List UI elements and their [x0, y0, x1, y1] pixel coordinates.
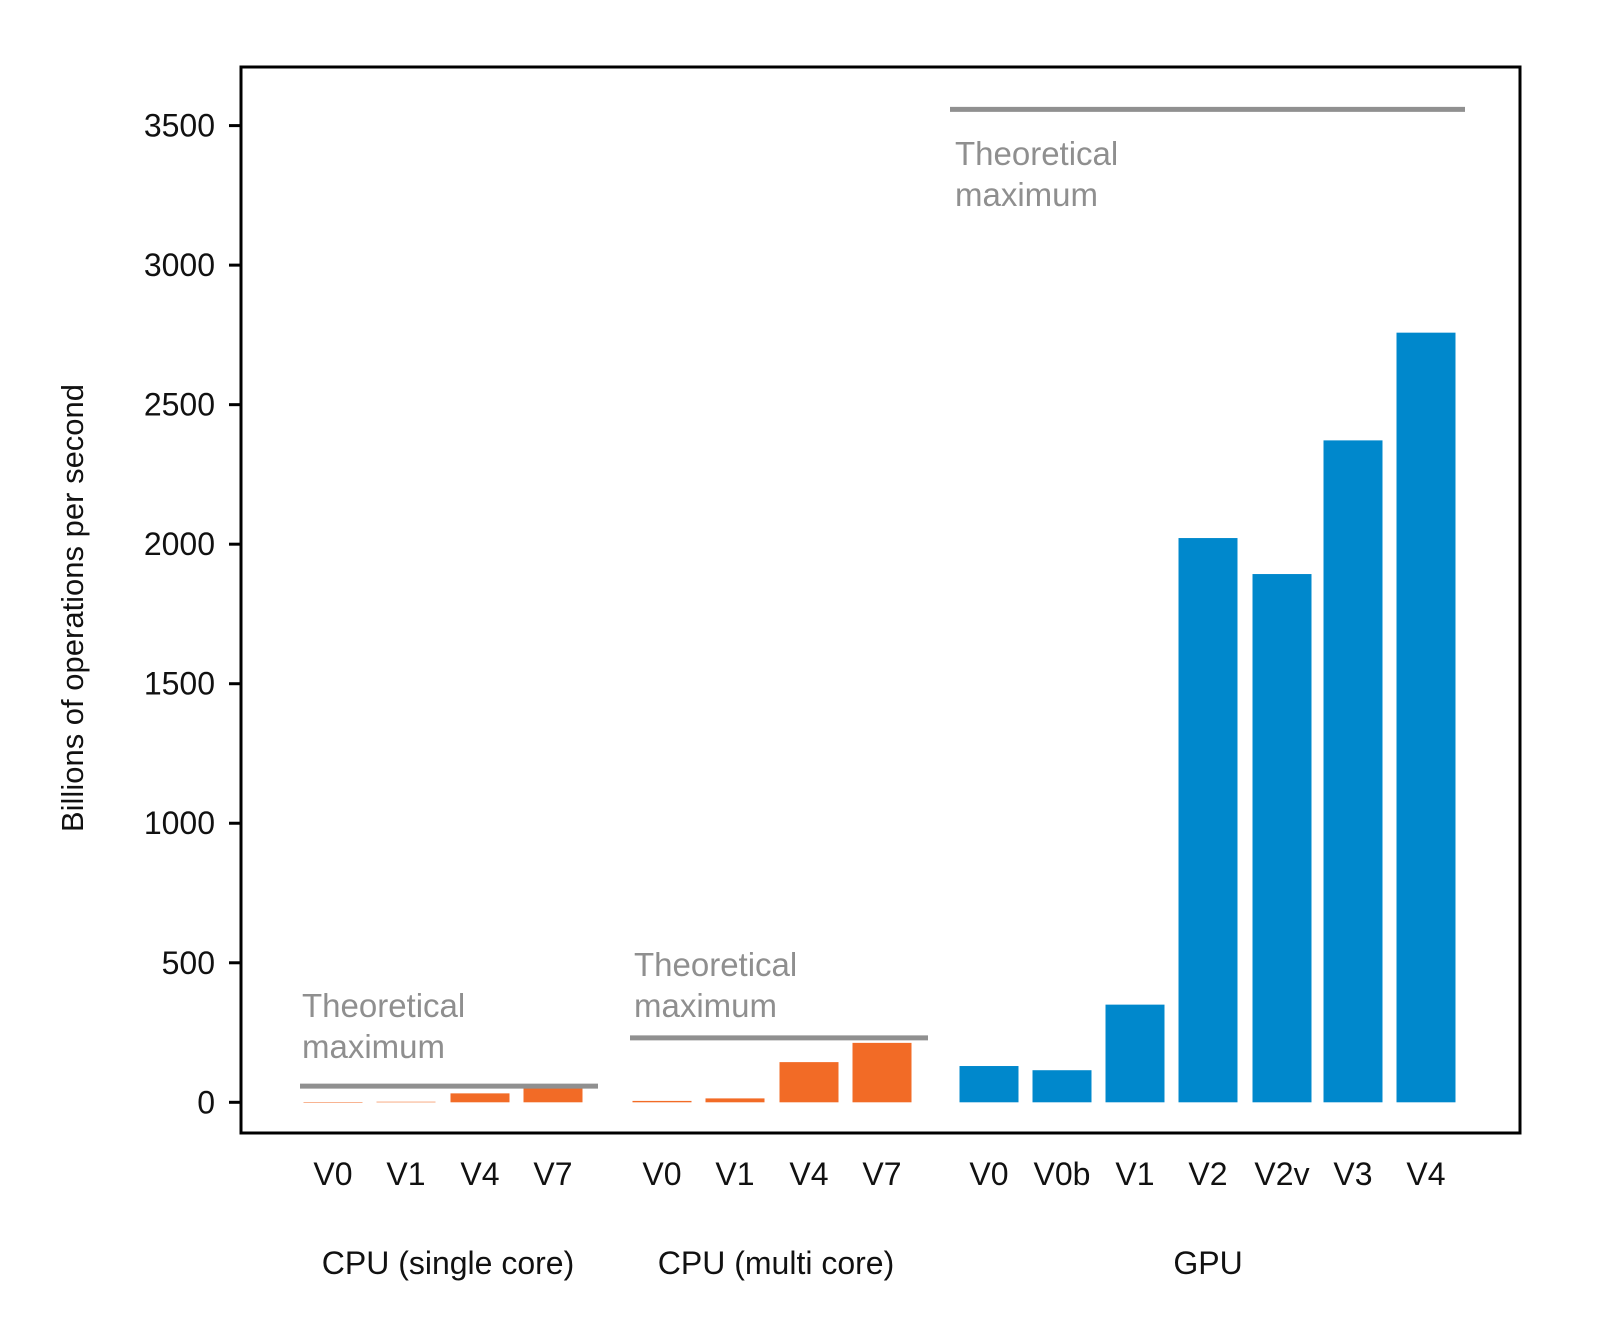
x-tick-label: V1 — [715, 1156, 754, 1192]
group-label: CPU (single core) — [322, 1245, 575, 1281]
y-tick-label: 2500 — [144, 387, 215, 423]
x-tick-label: V4 — [789, 1156, 828, 1192]
x-axis-tick-labels: V0 V1 V4 V7 V0 V1 V4 V7 V0 V0b V1 V2 V2v V3 V4 — [313, 1156, 1445, 1192]
theoretical-max-label: maximum — [302, 1028, 445, 1065]
bar-gpu-v0 — [959, 1066, 1019, 1103]
bar-gpu-v3 — [1323, 440, 1383, 1103]
bar-cpu-single-core--v1 — [376, 1101, 436, 1103]
y-tick-label: 1500 — [144, 666, 215, 702]
theoretical-max-label: Theoretical — [955, 135, 1118, 172]
bars — [303, 332, 1456, 1103]
theoretical-max-label: Theoretical — [634, 946, 797, 983]
y-tick-label: 500 — [162, 945, 215, 981]
x-tick-label: V2 — [1188, 1156, 1227, 1192]
bar-gpu-v2v — [1252, 574, 1312, 1103]
y-tick-label: 0 — [197, 1084, 215, 1120]
y-tick-label: 3500 — [144, 108, 215, 144]
theoretical-max-label: maximum — [955, 176, 1098, 213]
theoretical-max-label: maximum — [634, 987, 777, 1024]
plot-frame — [239, 65, 1522, 1135]
bar-cpu-multi-core--v7 — [852, 1042, 912, 1103]
y-tick-label: 2000 — [144, 526, 215, 562]
bar-cpu-single-core--v0 — [303, 1102, 363, 1103]
x-tick-label: V7 — [533, 1156, 572, 1192]
x-tick-label: V7 — [862, 1156, 901, 1192]
x-tick-label: V2v — [1254, 1156, 1309, 1192]
x-tick-label: V1 — [386, 1156, 425, 1192]
bar-cpu-multi-core--v4 — [779, 1062, 839, 1103]
bar-cpu-single-core--v4 — [450, 1093, 510, 1103]
x-tick-label: V3 — [1333, 1156, 1372, 1192]
x-tick-label: V0 — [969, 1156, 1008, 1192]
x-tick-label: V0b — [1034, 1156, 1091, 1192]
y-tick-label: 1000 — [144, 805, 215, 841]
bar-gpu-v1 — [1105, 1004, 1165, 1103]
x-tick-label: V4 — [1406, 1156, 1445, 1192]
bar-cpu-multi-core--v0 — [632, 1100, 692, 1103]
x-tick-label: V4 — [460, 1156, 499, 1192]
group-label: GPU — [1173, 1245, 1242, 1281]
group-label: CPU (multi core) — [658, 1245, 894, 1281]
group-labels: CPU (single core) CPU (multi core) GPU — [322, 1245, 1243, 1281]
theoretical-max-label: Theoretical — [302, 987, 465, 1024]
x-tick-label: V0 — [313, 1156, 352, 1192]
bar-cpu-single-core--v7 — [523, 1087, 583, 1103]
y-tick-label: 3000 — [144, 247, 215, 283]
theoretical-max-lines: Theoretical maximum Theoretical maximum Theo… — [300, 106, 1465, 1089]
y-axis: 0 500 1000 1500 2000 2500 3000 3500 — [144, 108, 241, 1120]
y-axis-title: Billions of operations per second — [55, 384, 90, 832]
bar-gpu-v0b — [1032, 1070, 1092, 1103]
bar-gpu-v2 — [1178, 538, 1238, 1103]
bar-cpu-multi-core--v1 — [705, 1098, 765, 1103]
x-tick-label: V1 — [1115, 1156, 1154, 1192]
bar-gpu-v4 — [1396, 332, 1456, 1103]
x-tick-label: V0 — [642, 1156, 681, 1192]
